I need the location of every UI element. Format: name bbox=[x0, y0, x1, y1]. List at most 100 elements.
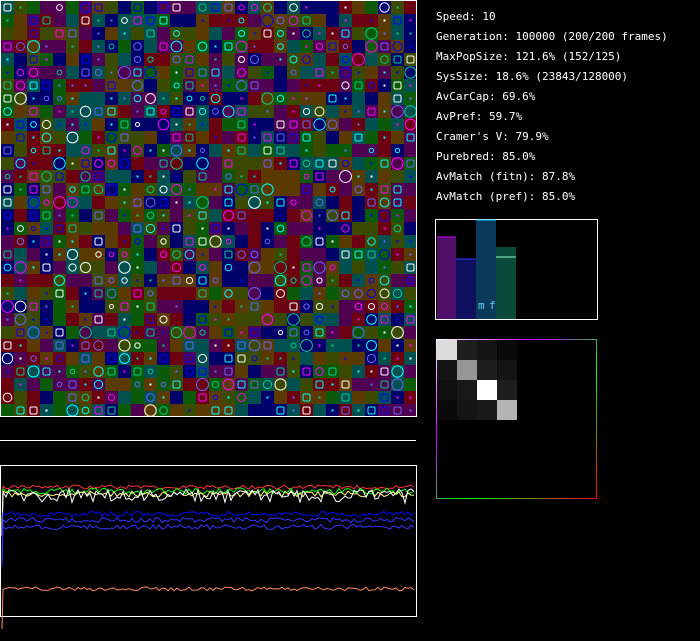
cell bbox=[313, 144, 326, 157]
cell bbox=[40, 157, 53, 170]
agent bbox=[67, 197, 78, 208]
agent bbox=[120, 302, 129, 311]
cell bbox=[118, 261, 131, 274]
cell bbox=[1, 144, 14, 157]
agent bbox=[370, 162, 373, 165]
cell bbox=[157, 1, 170, 14]
cell bbox=[53, 391, 66, 404]
agent bbox=[6, 292, 9, 295]
agent bbox=[391, 378, 404, 391]
agent bbox=[160, 381, 167, 388]
cell bbox=[378, 170, 391, 183]
agent bbox=[32, 318, 35, 321]
agent bbox=[30, 355, 37, 362]
cell bbox=[14, 313, 27, 326]
cell bbox=[391, 183, 404, 196]
agent bbox=[160, 238, 167, 245]
cell bbox=[144, 131, 157, 144]
agent bbox=[383, 84, 386, 87]
agent bbox=[380, 380, 389, 389]
agent bbox=[97, 45, 100, 48]
cell bbox=[144, 300, 157, 313]
cell bbox=[131, 365, 144, 378]
agent bbox=[328, 367, 337, 376]
agent bbox=[15, 80, 26, 91]
matrix-cell bbox=[497, 400, 517, 420]
agent bbox=[237, 380, 246, 389]
agent bbox=[3, 211, 12, 220]
agent bbox=[357, 175, 360, 178]
cell bbox=[27, 404, 40, 417]
agent bbox=[214, 58, 217, 61]
agent bbox=[19, 344, 22, 347]
agent bbox=[134, 238, 141, 245]
cell bbox=[53, 131, 66, 144]
agent bbox=[6, 123, 9, 126]
agent bbox=[342, 43, 349, 50]
agent bbox=[279, 253, 282, 256]
agent bbox=[118, 326, 131, 339]
agent bbox=[14, 261, 27, 274]
cell bbox=[287, 157, 300, 170]
cell bbox=[365, 53, 378, 66]
agent bbox=[201, 84, 204, 87]
cell bbox=[378, 40, 391, 53]
cell bbox=[209, 170, 222, 183]
cell bbox=[196, 27, 209, 40]
cell bbox=[131, 131, 144, 144]
agent bbox=[279, 214, 282, 217]
agent bbox=[108, 251, 115, 258]
cell bbox=[66, 365, 79, 378]
agent bbox=[380, 302, 389, 311]
cell bbox=[274, 313, 287, 326]
cell bbox=[326, 261, 339, 274]
cell bbox=[14, 391, 27, 404]
agent bbox=[162, 331, 165, 334]
agent bbox=[266, 201, 269, 204]
agent bbox=[170, 183, 183, 196]
agent bbox=[162, 344, 165, 347]
cell bbox=[248, 378, 261, 391]
cell bbox=[105, 378, 118, 391]
cell bbox=[235, 14, 248, 27]
cell bbox=[1, 183, 14, 196]
agent bbox=[357, 409, 360, 412]
cell bbox=[66, 222, 79, 235]
cell bbox=[66, 391, 79, 404]
cell bbox=[105, 313, 118, 326]
agent bbox=[315, 315, 324, 324]
cell bbox=[339, 27, 352, 40]
agent bbox=[149, 357, 152, 360]
cell bbox=[209, 404, 222, 417]
cell bbox=[131, 92, 144, 105]
agent bbox=[237, 354, 246, 363]
cell bbox=[287, 248, 300, 261]
cell bbox=[209, 157, 222, 170]
agent bbox=[146, 16, 155, 25]
agent bbox=[253, 45, 256, 48]
cell bbox=[378, 378, 391, 391]
agent bbox=[84, 318, 87, 321]
cell bbox=[339, 313, 352, 326]
cell bbox=[105, 157, 118, 170]
cell bbox=[235, 339, 248, 352]
cell bbox=[261, 235, 274, 248]
cell bbox=[157, 248, 170, 261]
agent bbox=[186, 95, 193, 102]
agent bbox=[14, 92, 27, 105]
agent bbox=[170, 40, 183, 53]
cell bbox=[183, 352, 196, 365]
agent bbox=[366, 314, 377, 325]
agent bbox=[134, 381, 141, 388]
cell bbox=[235, 196, 248, 209]
agent bbox=[56, 95, 63, 102]
agent bbox=[56, 69, 63, 76]
cell bbox=[53, 1, 66, 14]
agent bbox=[3, 107, 12, 116]
cell bbox=[274, 27, 287, 40]
agent bbox=[110, 123, 113, 126]
agent bbox=[175, 305, 178, 308]
agent bbox=[331, 409, 334, 412]
cell bbox=[222, 92, 235, 105]
